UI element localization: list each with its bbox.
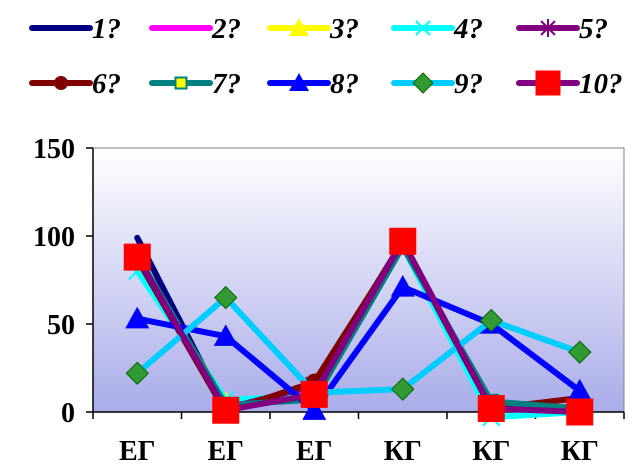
x-tick-label: КГ xyxy=(384,436,422,467)
legend-marker xyxy=(174,76,188,90)
data-point xyxy=(123,243,151,271)
data-point xyxy=(566,398,594,426)
y-tick-label: 100 xyxy=(33,222,75,253)
x-tick-label: ЕГ xyxy=(208,436,245,467)
legend-marker xyxy=(289,73,309,91)
series-line xyxy=(134,284,583,414)
data-point xyxy=(125,361,149,385)
data-point xyxy=(391,377,415,401)
series-line xyxy=(134,238,583,415)
legend-label: 4? xyxy=(453,13,483,45)
y-tick-label: 50 xyxy=(47,310,75,341)
data-point xyxy=(390,275,415,297)
legend-label: 1? xyxy=(92,13,121,45)
legend-item: 7? xyxy=(149,68,241,100)
legend-marker xyxy=(540,19,556,37)
legend-label: 5? xyxy=(579,13,608,45)
y-tick-label: 150 xyxy=(33,134,75,165)
legend-label: 2? xyxy=(211,13,241,45)
y-tick-label: 0 xyxy=(61,398,75,429)
x-tick-label: ЕГ xyxy=(119,436,156,467)
legend-item: 6? xyxy=(29,68,121,100)
legend-item: 3? xyxy=(267,13,359,45)
legend-marker xyxy=(54,76,68,90)
legend-item: 5? xyxy=(516,13,608,45)
plot-area xyxy=(92,147,625,413)
data-point xyxy=(567,378,592,401)
legend-label: 9? xyxy=(454,68,483,100)
data-point xyxy=(389,227,417,255)
legend-marker xyxy=(535,70,561,96)
data-point xyxy=(214,285,238,310)
series-layer xyxy=(123,227,594,427)
legend-label: 8? xyxy=(330,68,359,100)
legend-item: 8? xyxy=(267,68,359,100)
axes: 0 50 100 150 ЕГ ЕГ ЕГ КГ КГ КГ xyxy=(33,134,625,467)
data-point xyxy=(300,380,328,408)
data-point xyxy=(212,396,240,424)
legend-item: 4? xyxy=(391,13,483,45)
data-point xyxy=(477,394,505,422)
data-point xyxy=(479,308,503,333)
legend-label: 10? xyxy=(579,68,623,100)
legend-marker xyxy=(415,20,431,36)
legend-label: 3? xyxy=(329,13,359,45)
legend-item: 2? xyxy=(149,13,241,45)
x-tick-label: КГ xyxy=(472,436,510,467)
data-point xyxy=(568,340,592,364)
chart-legend: 1? 2? 3? 4? 5? 6? 7? 8? 9? 10? xyxy=(29,13,623,100)
x-tick-label: КГ xyxy=(561,436,599,467)
legend-label: 6? xyxy=(92,68,121,100)
data-point xyxy=(125,306,150,329)
legend-item: 9? xyxy=(391,68,483,100)
data-point xyxy=(213,324,238,346)
legend-item: 10? xyxy=(516,68,623,100)
legend-item: 1? xyxy=(29,13,121,45)
data-point xyxy=(302,398,327,420)
legend-label: 7? xyxy=(212,68,241,100)
series-10 xyxy=(123,227,594,426)
legend-marker xyxy=(289,18,309,36)
legend-marker xyxy=(412,72,434,94)
x-tick-label: ЕГ xyxy=(296,436,333,467)
series-line xyxy=(134,294,583,396)
